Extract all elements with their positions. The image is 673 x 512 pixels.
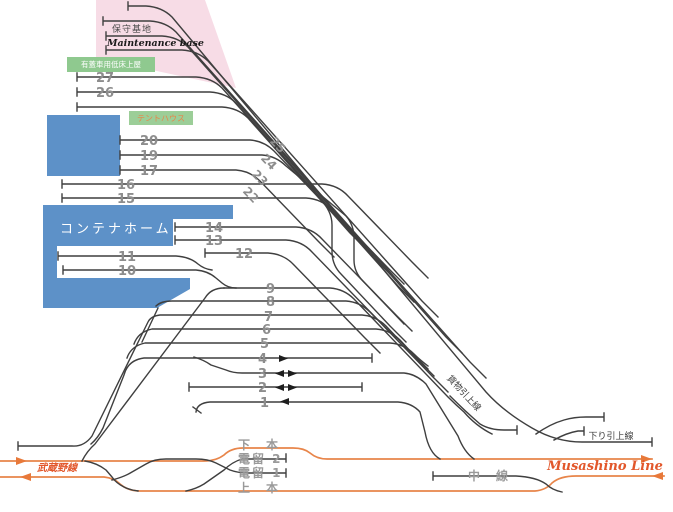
- right-side-tracks: [432, 412, 605, 493]
- stub-track-lower-right: [553, 426, 585, 441]
- track-7-line: [17, 314, 435, 451]
- track-8-line: [155, 300, 449, 393]
- track-17-line: [119, 165, 335, 258]
- track2-left-arrow-icon: [275, 384, 284, 391]
- track-number-8: 8: [266, 295, 275, 310]
- track2-right-arrow-icon: [288, 384, 297, 391]
- track-13-line: [174, 235, 397, 339]
- boxcar-shed-label: 有蓋車用低床上屋: [81, 59, 141, 69]
- track-5-line: [126, 342, 429, 367]
- container-platform: [43, 205, 233, 308]
- middle-track-line: [432, 471, 563, 493]
- stabling-2-line: [185, 453, 287, 492]
- stub-track-mid: [449, 395, 518, 435]
- lead-track-and-down-pullup: [127, 1, 653, 447]
- track-3-line: [193, 356, 475, 460]
- container-platform-label: コンテナホーム: [60, 222, 172, 237]
- track-number-15: 15: [117, 192, 135, 207]
- track-27-line: [76, 72, 415, 303]
- track-6-line: [133, 328, 429, 370]
- track4-right-arrow-icon: [279, 355, 288, 362]
- down-main-left-arrow-icon: [16, 457, 27, 465]
- left-ladder-trunk: [81, 287, 225, 462]
- track-11-line: [57, 251, 213, 271]
- track-21-line: [76, 102, 367, 250]
- track-number-12: 12: [235, 247, 253, 262]
- stabling-1-line: [111, 458, 287, 481]
- upper-yard-tracks: [61, 72, 429, 343]
- crossover-down-to-up: [84, 460, 139, 492]
- track-23-line: [105, 45, 439, 318]
- track-number-5: 5: [260, 337, 269, 352]
- musashino-line-label-ja: 武蔵野線: [37, 462, 79, 474]
- tent-house-label: テントハウス: [137, 114, 185, 123]
- middle-yard-tracks: [17, 287, 518, 462]
- upper-platform: [47, 115, 120, 176]
- track-20-line: [119, 135, 407, 343]
- track-number-13: 13: [205, 234, 223, 249]
- freight-pullup-label: 貨物引上線: [444, 372, 483, 413]
- ladder-crossing: [141, 307, 159, 343]
- track-number-27: 27: [96, 71, 114, 86]
- track-15-line: [61, 193, 405, 285]
- container-yard-tracks: [57, 222, 413, 354]
- track-number-7: 7: [264, 310, 273, 325]
- track-2-line: [188, 382, 363, 392]
- track-number-6: 6: [262, 323, 271, 338]
- track-4-line: [90, 353, 373, 445]
- musashino-line-label-en: Musashino Line: [546, 459, 663, 474]
- track-number-22: 22: [240, 184, 262, 206]
- track1-left-arrow-icon: [280, 398, 289, 405]
- track-19-line: [119, 150, 405, 325]
- middle-track-label: 中 線: [468, 468, 510, 483]
- track-24-line: [105, 31, 463, 354]
- track-number-19: 19: [140, 149, 158, 164]
- track-number-3: 3: [258, 367, 267, 382]
- boxcar-shed-banner: [67, 57, 155, 72]
- maintenance-tracks: [102, 1, 653, 447]
- down-main-right-arrow-icon: [641, 455, 652, 463]
- up-main-right-arrow-icon: [652, 472, 663, 480]
- maintenance-base-area: [96, 0, 236, 88]
- track-12-line: [204, 248, 381, 354]
- stub-track-upper-right: [535, 412, 605, 435]
- down-main-label: 下 本: [238, 437, 280, 452]
- track3-left-arrow-icon: [275, 370, 284, 377]
- track-direction-arrows: [275, 355, 297, 405]
- stabling-tracks: [84, 453, 287, 492]
- track-number-11: 11: [118, 250, 136, 265]
- down-main-line: [0, 447, 653, 462]
- track-9-line: [223, 287, 493, 435]
- tent-house-banner: [129, 111, 193, 125]
- track-1-line: [192, 401, 441, 460]
- track-number-4: 4: [258, 352, 267, 367]
- up-main-line: [0, 475, 665, 492]
- track-number-16: 16: [117, 178, 135, 193]
- down-pullup-label: 下り引上線: [588, 430, 633, 442]
- track-number-20: 20: [140, 134, 158, 149]
- track-14-line: [174, 222, 413, 332]
- up-main-left-arrow-icon: [20, 473, 31, 481]
- track-number-14: 14: [205, 221, 223, 236]
- stabling-2-label: 電留 2: [238, 451, 283, 466]
- track-number-1: 1: [260, 396, 269, 411]
- track3-right-arrow-icon: [288, 370, 297, 377]
- maintenance-base-label-ja: 保守基地: [112, 23, 152, 35]
- track-number-26: 26: [96, 86, 114, 101]
- up-main-label: 上 本: [238, 480, 280, 495]
- track-number-10: 10: [118, 264, 136, 279]
- track-number-2: 2: [258, 381, 267, 396]
- track-25-line: [102, 16, 487, 379]
- track-26-line: [76, 87, 391, 275]
- track-number-9: 9: [266, 282, 275, 297]
- track-number-17: 17: [140, 164, 158, 179]
- stabling-1-label: 電留 1: [238, 465, 283, 480]
- track-16-line: [61, 179, 429, 279]
- maintenance-base-label-en: Maintenance base: [106, 38, 204, 49]
